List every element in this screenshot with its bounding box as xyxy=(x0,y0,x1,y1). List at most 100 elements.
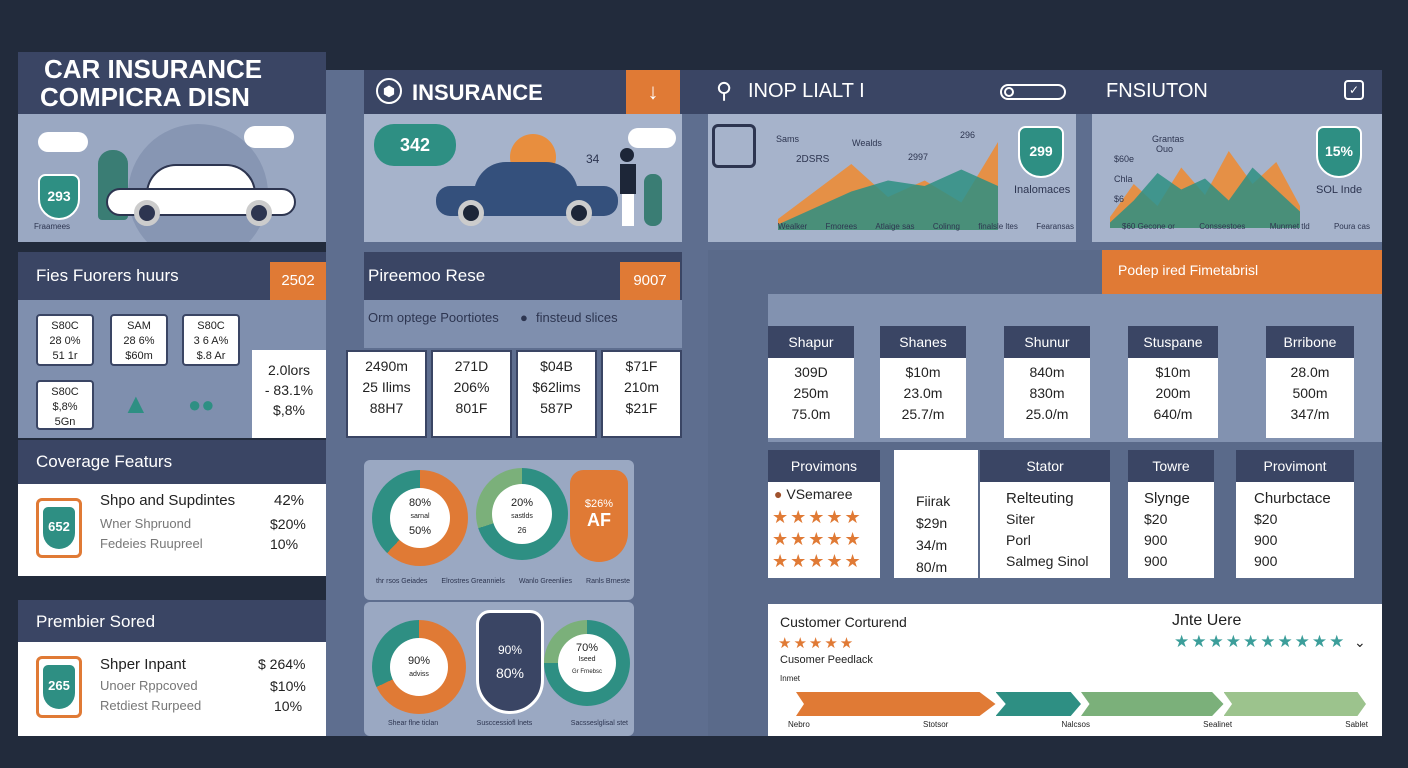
star-rating: ★★★★★★★★★★ xyxy=(1174,632,1347,651)
donut-captions: Shear flne ticlan Susccessiofl lnets Sacss… xyxy=(388,720,628,727)
coverage-row-label: Wner Shpruond xyxy=(100,516,192,531)
premium-col: $71F 210m $21F xyxy=(601,350,682,438)
chart2-axis: $60 Gecone or Conssestoes Munrnet tld Poura… xyxy=(1122,222,1370,231)
provider-col[interactable]: Brribone 28.0m 500m 347/m xyxy=(1266,326,1354,438)
member-row-value: $10% xyxy=(270,678,306,694)
header-fnsiuton: FNSIUTON xyxy=(1106,80,1208,102)
member-row-label: Retdiest Rurpeed xyxy=(100,698,202,713)
donut-panel-2: 90% adviss 90% 80% 70% Iseed Gr Frnebsc She… xyxy=(364,602,634,736)
coverage-row-value: 42% xyxy=(274,492,305,509)
chart1-axis: Wealker Fmorees Atlaige sas Colinng finalsle… xyxy=(778,222,1074,231)
top-header-bar: ⬢ INSURANCE ↓ ⚲ INOP LIALT I FNSIUTON ✓ xyxy=(364,70,1382,114)
chart1-label: Wealds xyxy=(852,138,882,148)
coverage-panel: 652 Shpo and Supdintes 42% Wner Shpruond… xyxy=(18,484,326,576)
fees-panel: S80C 28 0% 51 1r SAM 28 6% $60m S80C 3 6 A% $.… xyxy=(18,300,326,438)
chart2-label: $60e xyxy=(1114,154,1135,164)
plant-icon xyxy=(644,174,662,226)
chart1-label: 2997 xyxy=(908,152,929,162)
tiny-label: Inmet xyxy=(780,674,801,683)
member-title: Prembier Sored xyxy=(36,612,156,631)
star-rating: ★★★★★ ★★★★★ ★★★★★ xyxy=(772,507,863,571)
fee-stat: 2.0lors - 83.1% $,8% xyxy=(252,350,326,438)
star-rating: ★★★★★ xyxy=(778,635,856,652)
hero-badge: 293 xyxy=(47,188,71,204)
cloud-icon xyxy=(38,132,88,152)
donut-chart: 80% sarnal 50% xyxy=(372,470,468,566)
coverage-row-value: 10% xyxy=(270,536,299,552)
chart2-panel: Grantas Ouo $60e Chla $6 15% SOL Inde $6… xyxy=(1092,114,1382,242)
coins-icon: ●● xyxy=(188,392,215,417)
premium-title: Pireemoo Rese xyxy=(368,266,486,285)
ratings-towre[interactable]: Towre Slynge $20 900 900 xyxy=(1128,450,1214,578)
member-row-value: $ 264% xyxy=(258,656,306,672)
donut-chart: 70% Iseed Gr Frnebsc xyxy=(544,620,630,706)
download-button[interactable]: ↓ xyxy=(626,70,680,114)
chart2-label: Ouo xyxy=(1156,144,1174,154)
header-inop: INOP LIALT I xyxy=(748,80,865,102)
fee-card[interactable]: S80C $,8% 5Gn xyxy=(36,380,94,430)
donut-chart: 20% sastlds 26 xyxy=(476,468,568,560)
search-icon[interactable]: ⚲ xyxy=(716,78,733,103)
hero-caption: Fraamees xyxy=(34,222,71,231)
insurance-illustration: 342 34 xyxy=(364,114,682,242)
ratings-fiirak: Fiirak $29n 34/m 80/m xyxy=(894,450,978,578)
fees-title: Fies Fuorers huurs xyxy=(36,266,179,285)
person-icon xyxy=(620,148,636,228)
chart2-svg xyxy=(1110,151,1300,228)
chart1-label: 296 xyxy=(960,130,976,140)
progress-arrow xyxy=(796,692,1366,716)
provider-col[interactable]: Shanes $10m 23.0m 25.7/m xyxy=(880,326,966,438)
member-row-label: Unoer Rppcoved xyxy=(100,678,198,693)
customer-panel: Customer Corturend ★★★★★ Cusomer Peedlac… xyxy=(768,604,1382,736)
member-panel: 265 Shper Inpant $ 264% Unoer Rppcoved $… xyxy=(18,642,326,736)
ratings-stator[interactable]: Stator Relteuting Siter Porl Salmeg Sino… xyxy=(980,450,1110,578)
chevron-down-icon[interactable]: ⌄ xyxy=(1354,634,1366,650)
cloud-icon xyxy=(628,128,676,148)
title-panel: CAR INSURANCE COMPICRA DISN xyxy=(18,52,326,114)
customer-right: Jnte Uere xyxy=(1172,612,1242,629)
progress-steps: Nebro Stotsor Nalcsos Sealinet Sablet xyxy=(788,720,1368,729)
customer-title: Customer Corturend xyxy=(780,614,907,630)
chart1-label: Sams xyxy=(776,134,800,144)
ratings-provimons[interactable]: Provimons ● VSemaree ★★★★★ ★★★★★ ★★★★★ xyxy=(768,450,880,578)
header-insurance: INSURANCE xyxy=(412,80,543,105)
cloud-icon xyxy=(244,126,294,148)
provider-col[interactable]: Shunur 840m 830m 25.0/m xyxy=(1004,326,1090,438)
chart1-badge-caption: Inalomaces xyxy=(1014,184,1071,196)
provider-col[interactable]: Shapur 309D 250m 75.0m xyxy=(768,326,854,438)
provider-col[interactable]: Stuspane $10m 200m 640/m xyxy=(1128,326,1218,438)
shield-icon: $26% AF xyxy=(570,470,628,562)
chart2-label: Chla xyxy=(1114,174,1133,184)
premium-badge: 9007 xyxy=(620,262,680,300)
member-header: Prembier Sored xyxy=(18,600,326,642)
toggle-slider[interactable] xyxy=(1000,84,1066,100)
chart-up-icon: ▲ xyxy=(122,388,150,419)
ratings-provimont[interactable]: Provimont Churbctace $20 900 900 xyxy=(1236,450,1354,578)
shield-icon: 299 xyxy=(1018,126,1064,178)
fee-card[interactable]: S80C 3 6 A% $.8 Ar xyxy=(182,314,240,366)
fee-card[interactable]: S80C 28 0% 51 1r xyxy=(36,314,94,366)
insurance-bubble: 342 xyxy=(374,124,456,166)
check-icon[interactable]: ✓ xyxy=(1344,80,1364,100)
coverage-header: Coverage Featurs xyxy=(18,440,326,484)
premium-col: 271D 206% 801F xyxy=(431,350,512,438)
app-title-line2: COMPICRA DISN xyxy=(40,82,250,112)
donut-captions: thr rsos Geiades Elrostres Greanniels Wanl… xyxy=(376,578,630,585)
chart2-label: $6 xyxy=(1114,194,1125,204)
member-row-value: 10% xyxy=(274,698,303,714)
shield-icon: 293 xyxy=(38,174,80,220)
coverage-row-value: $20% xyxy=(270,516,306,532)
coverage-row-label: Shpo and Supdintes xyxy=(100,492,236,509)
shield-icon: 652 xyxy=(36,498,82,558)
fee-card[interactable]: SAM 28 6% $60m xyxy=(110,314,168,366)
premium-sub: Orm optege Poortiotes ● finsteud slices xyxy=(364,300,682,348)
chart2-label: Grantas xyxy=(1152,134,1185,144)
coverage-title: Coverage Featurs xyxy=(36,452,173,471)
donut-chart: 90% adviss xyxy=(372,620,466,714)
chart1-series-2-area xyxy=(778,169,998,230)
shield-icon: 265 xyxy=(36,656,82,718)
customer-sub: Cusomer Peedlack xyxy=(780,654,873,666)
briefcase-icon xyxy=(712,124,756,168)
chart1-label: 2DSRS xyxy=(796,154,830,165)
premium-col: 2490m 25 Ilims 88H7 xyxy=(346,350,427,438)
